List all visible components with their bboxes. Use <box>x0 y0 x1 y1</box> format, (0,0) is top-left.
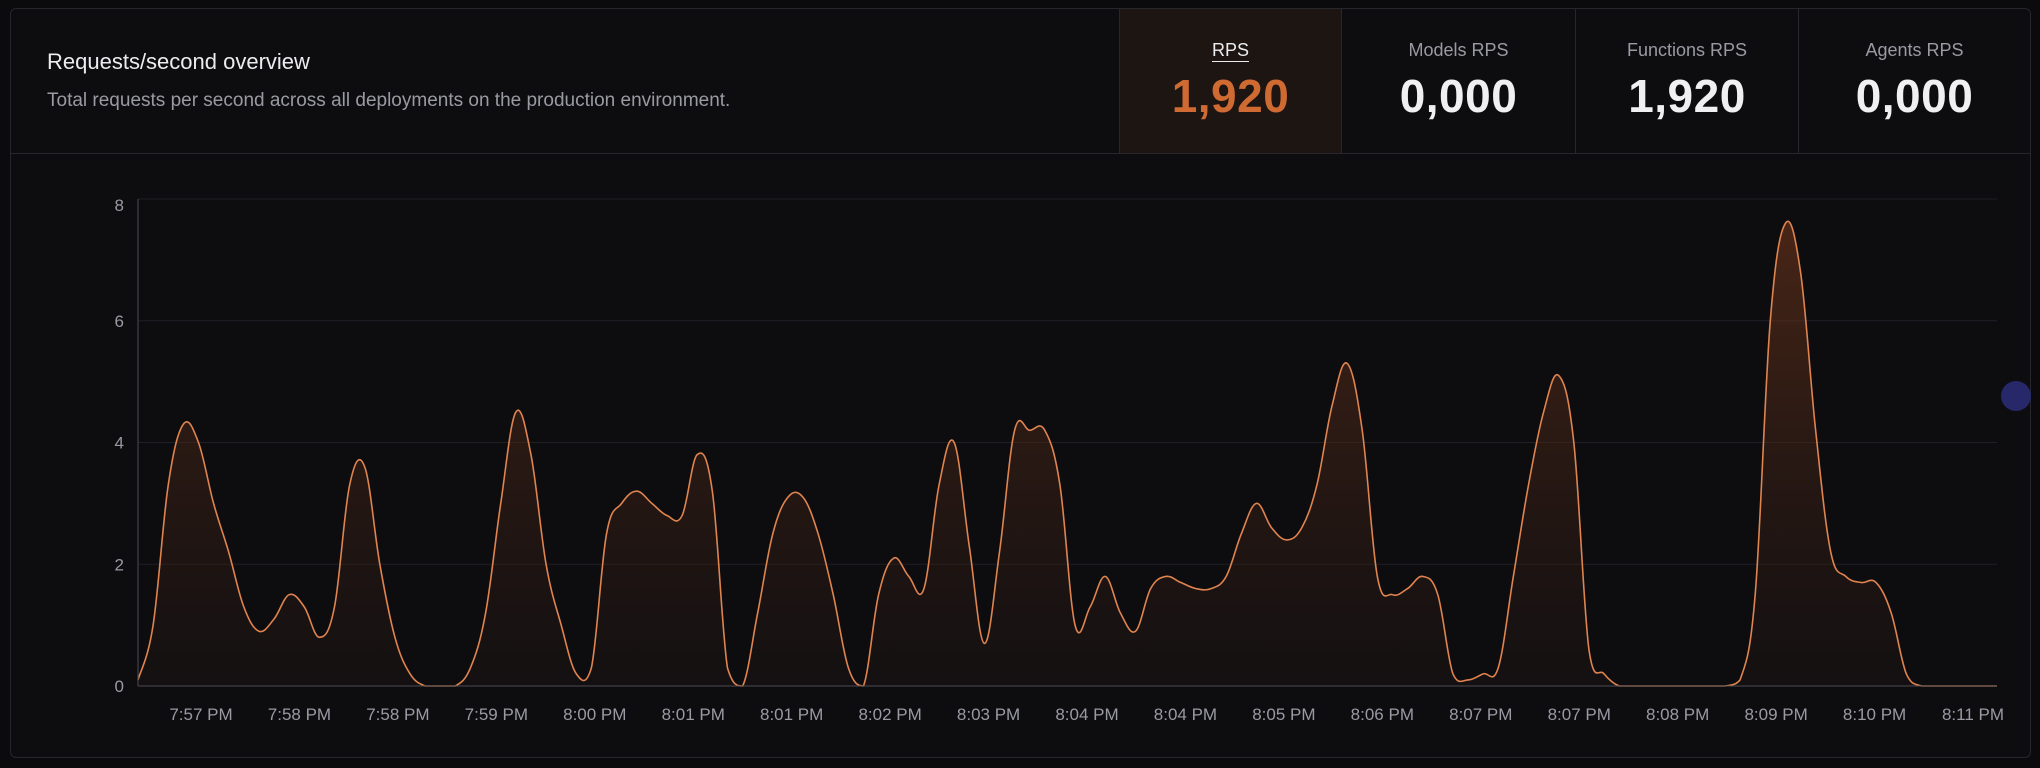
card-header: Requests/second overview Total requests … <box>11 9 2030 154</box>
tab-rps-value: 1,920 <box>1171 70 1290 122</box>
rps-overview-card: Requests/second overview Total requests … <box>10 8 2031 758</box>
x-tick-label: 8:09 PM <box>1744 705 1807 724</box>
x-tick-label: 8:00 PM <box>563 705 626 724</box>
x-axis-ticks: 7:57 PM 7:58 PM 7:58 PM 7:59 PM 8:00 PM 8:01 … <box>169 705 2004 724</box>
tab-agents-rps[interactable]: Agents RPS 0,000 <box>1798 9 2030 153</box>
tab-rps-label: RPS <box>1211 40 1249 62</box>
x-tick-label: 8:07 PM <box>1548 705 1611 724</box>
tab-functions-rps[interactable]: Functions RPS 1,920 <box>1575 9 1798 153</box>
rps-area-chart: 0 2 4 6 8 7:57 PM 7:58 PM 7:58 PM 7:59 PM 8:00 P… <box>115 196 2005 724</box>
tab-rps[interactable]: RPS 1,920 <box>1119 9 1341 153</box>
area-fill <box>138 221 1997 686</box>
x-tick-label: 8:04 PM <box>1055 705 1118 724</box>
tab-functions-rps-value: 1,920 <box>1628 70 1746 122</box>
stats-tabs: RPS 1,920 Models RPS 0,000 Functions RPS… <box>1119 9 2030 153</box>
x-tick-label: 8:01 PM <box>662 705 725 724</box>
x-tick-label: 8:04 PM <box>1154 705 1217 724</box>
x-tick-label: 7:58 PM <box>268 705 331 724</box>
y-axis-ticks: 0 2 4 6 8 <box>115 196 124 696</box>
grid-lines <box>138 198 1997 565</box>
x-tick-label: 8:05 PM <box>1252 705 1315 724</box>
tab-agents-rps-value: 0,000 <box>1855 70 1974 122</box>
x-tick-label: 8:01 PM <box>760 705 823 724</box>
x-tick-label: 8:02 PM <box>858 705 921 724</box>
x-tick-label: 8:11 PM <box>1942 705 2004 724</box>
x-tick-label: 8:06 PM <box>1351 705 1414 724</box>
y-tick-label: 2 <box>115 555 124 574</box>
x-tick-label: 8:07 PM <box>1449 705 1512 724</box>
tab-functions-rps-label: Functions RPS <box>1626 40 1748 60</box>
chart-area: 0 2 4 6 8 7:57 PM 7:58 PM 7:58 PM 7:59 PM 8:00 P… <box>11 154 2030 754</box>
scroll-handle[interactable] <box>2001 381 2031 411</box>
x-tick-label: 8:10 PM <box>1843 705 1906 724</box>
card-title: Requests/second overview <box>47 49 310 74</box>
x-tick-label: 7:57 PM <box>169 705 232 724</box>
tab-models-rps-label: Models RPS <box>1408 40 1509 60</box>
y-tick-label: 0 <box>115 677 124 696</box>
x-tick-label: 7:59 PM <box>465 705 528 724</box>
y-tick-label: 4 <box>115 434 124 453</box>
y-tick-label: 8 <box>115 196 124 215</box>
tab-models-rps[interactable]: Models RPS 0,000 <box>1341 9 1575 153</box>
card-subtitle: Total requests per second across all dep… <box>47 90 731 111</box>
x-tick-label: 7:58 PM <box>366 705 429 724</box>
x-tick-label: 8:03 PM <box>957 705 1020 724</box>
tab-models-rps-value: 0,000 <box>1399 70 1518 122</box>
tab-agents-rps-label: Agents RPS <box>1865 40 1964 60</box>
y-tick-label: 6 <box>115 312 124 331</box>
x-tick-label: 8:08 PM <box>1646 705 1709 724</box>
